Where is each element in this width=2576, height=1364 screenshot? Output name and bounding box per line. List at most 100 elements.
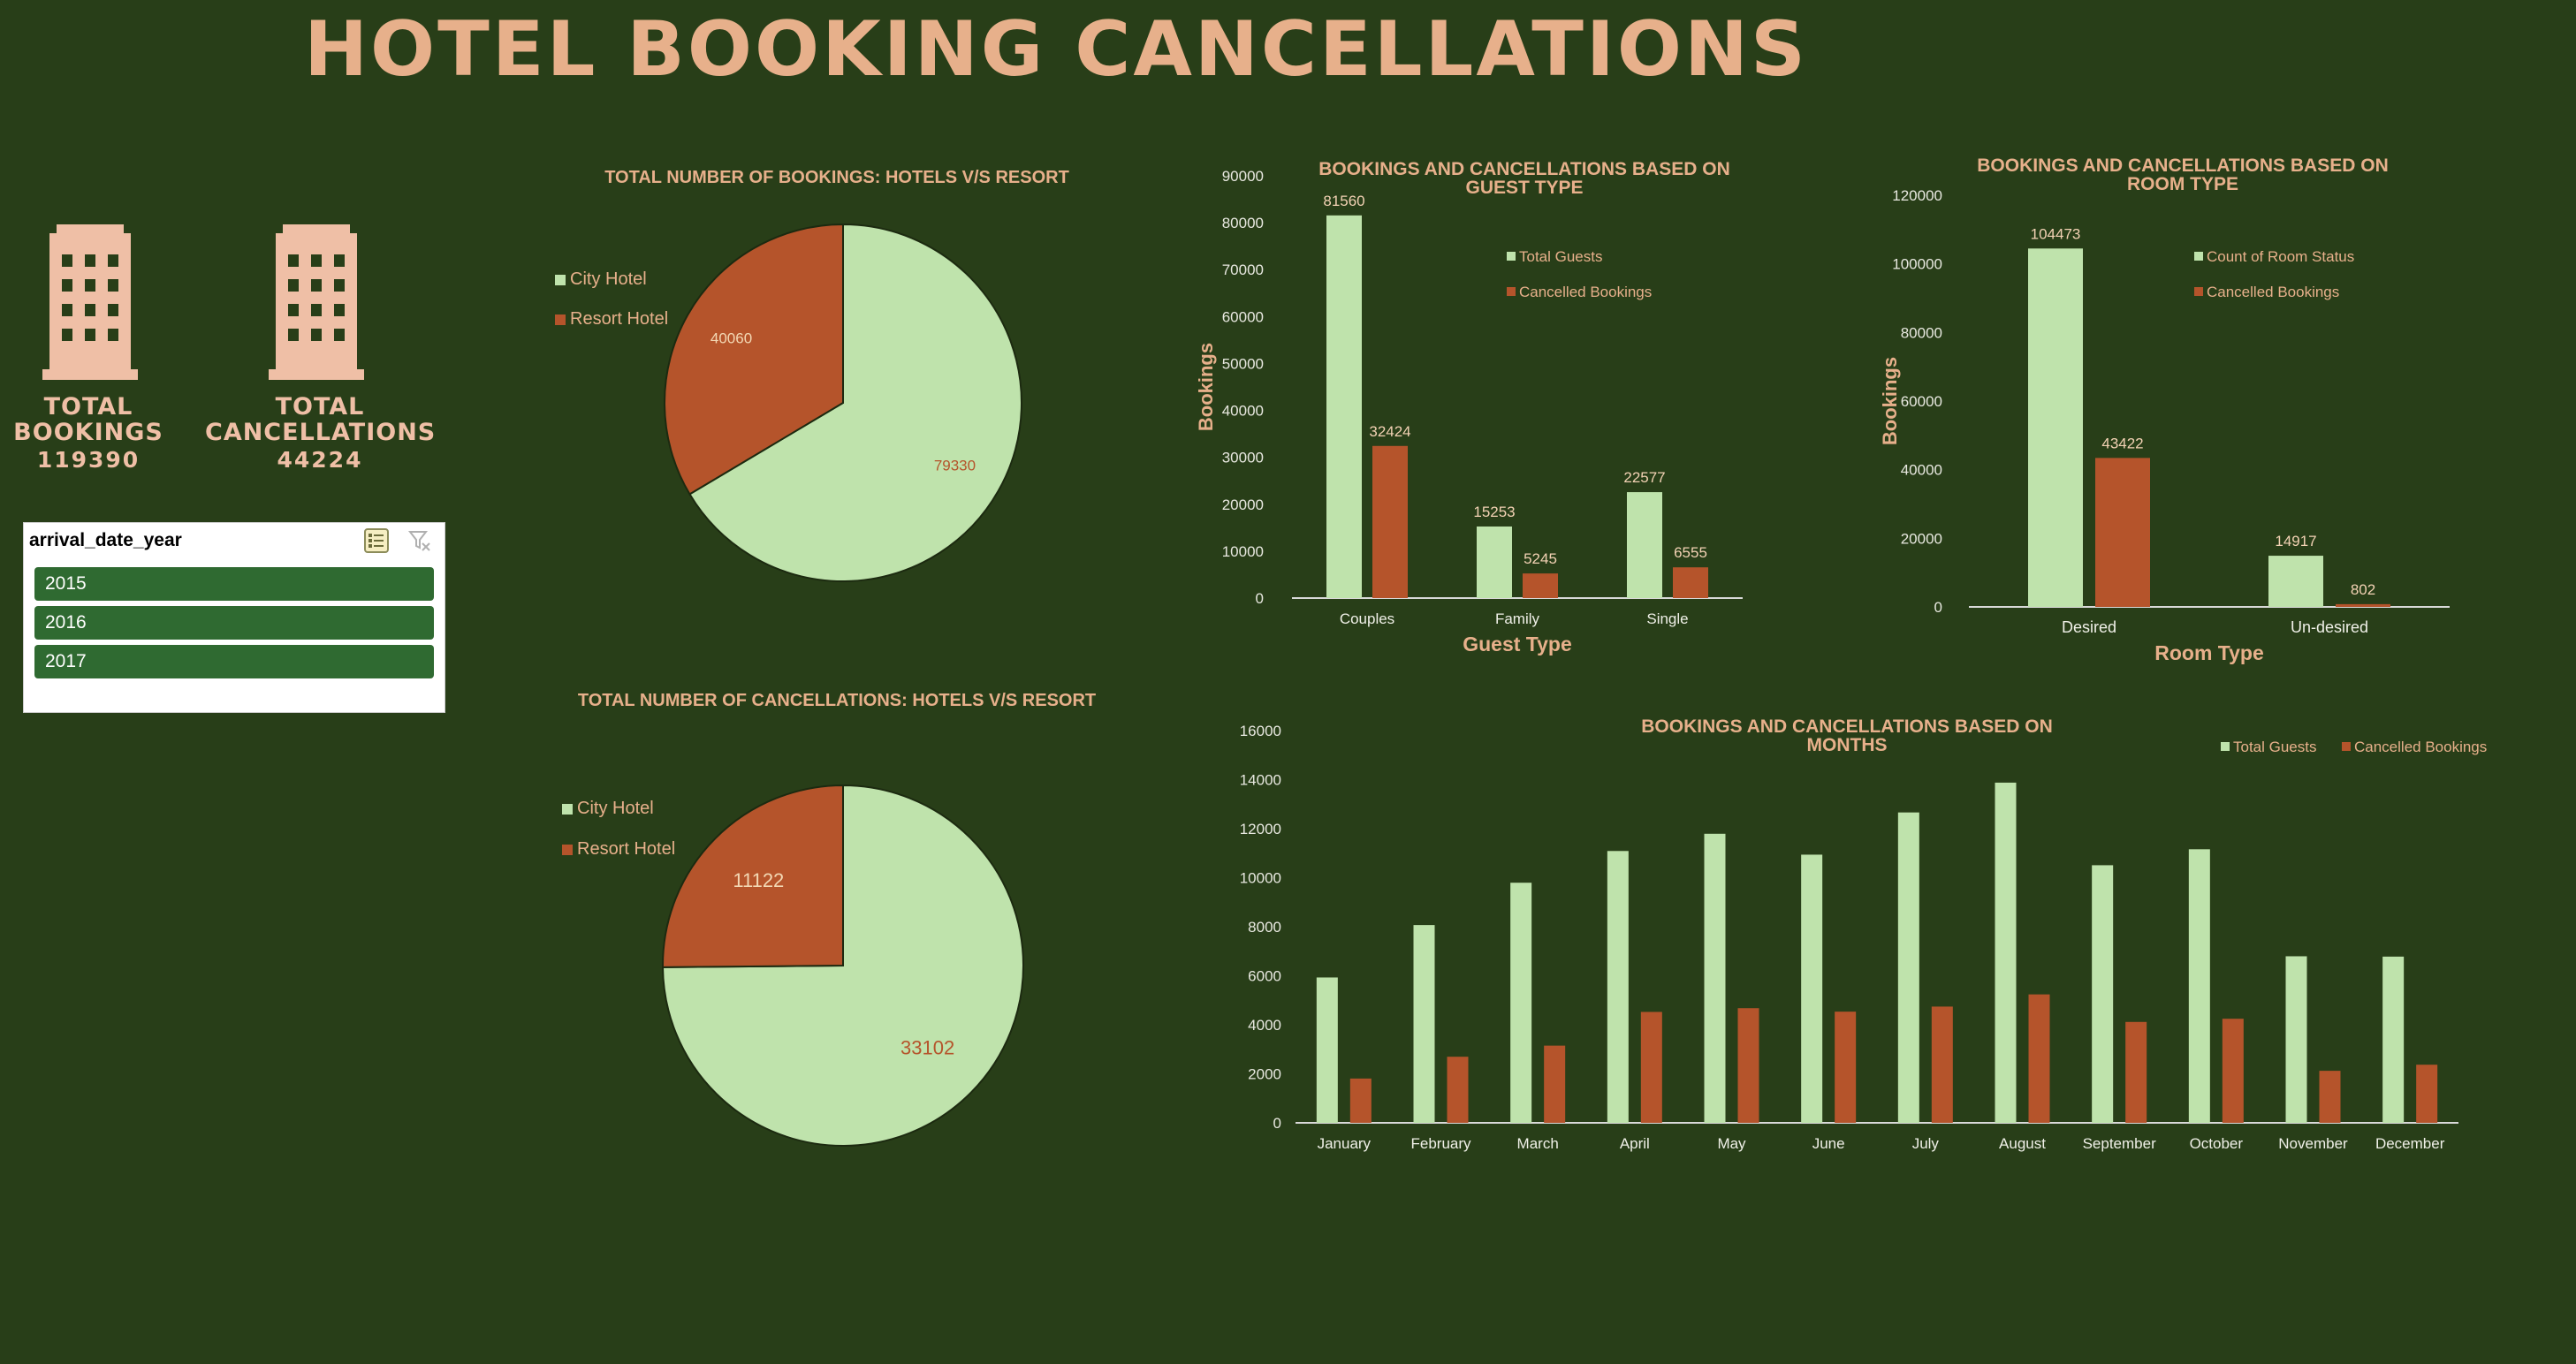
- data-label: 11122: [733, 869, 784, 891]
- y-tick-label: 10000: [1222, 543, 1264, 560]
- y-tick-label: 100000: [1892, 256, 1942, 273]
- bar: [1326, 215, 1362, 598]
- y-tick-label: 40000: [1222, 403, 1264, 420]
- bar: [2268, 556, 2323, 607]
- data-label: 40060: [710, 330, 752, 347]
- total-cancellations-value: 44224: [277, 447, 363, 473]
- dashboard-title: HOTEL BOOKING CANCELLATIONS: [304, 5, 1808, 94]
- bar: [1931, 1006, 1953, 1123]
- y-tick-label: 0: [1273, 1115, 1281, 1132]
- y-tick-label: 70000: [1222, 261, 1264, 278]
- legend-swatch: [562, 845, 573, 855]
- multi-select-icon[interactable]: [364, 528, 389, 553]
- data-label: 81560: [1323, 193, 1364, 209]
- legend-swatch: [555, 314, 566, 325]
- legend-label: Total Guests: [2233, 739, 2317, 755]
- chart-title: TOTAL NUMBER OF BOOKINGS: HOTELS V/S RES…: [604, 168, 1069, 187]
- bar: [1447, 1057, 1469, 1123]
- kpi-label: TOTAL: [275, 393, 365, 421]
- bar: [1316, 977, 1338, 1123]
- bar: [1640, 1012, 1662, 1123]
- total-bookings-kpi: TOTAL BOOKINGS 119390: [0, 394, 177, 473]
- y-tick-label: 10000: [1240, 870, 1281, 887]
- x-tick-label: July: [1912, 1135, 1940, 1152]
- y-tick-label: 20000: [1222, 496, 1264, 513]
- legend-swatch: [1507, 252, 1516, 261]
- bar: [1704, 833, 1726, 1123]
- legend-swatch: [562, 804, 573, 815]
- x-tick-label: Single: [1646, 610, 1688, 627]
- slicer-item-2017[interactable]: 2017: [34, 645, 434, 678]
- x-axis-title: Guest Type: [1463, 633, 1572, 655]
- x-tick-label: January: [1318, 1135, 1372, 1152]
- chart-title: BOOKINGS AND CANCELLATIONS BASED ON: [1977, 155, 2389, 176]
- kpi-label: TOTAL: [43, 393, 133, 421]
- bar: [1801, 854, 1823, 1123]
- y-tick-label: 12000: [1240, 821, 1281, 837]
- kpi-label: BOOKINGS: [13, 419, 163, 446]
- data-label: 43422: [2101, 435, 2143, 451]
- pie-cancellations-chart: TOTAL NUMBER OF CANCELLATIONS: HOTELS V/…: [562, 691, 1096, 1147]
- slicer-item-2016[interactable]: 2016: [34, 606, 434, 640]
- pie-slice: [688, 223, 1022, 582]
- data-label: 104473: [2031, 225, 2081, 242]
- y-tick-label: 30000: [1222, 450, 1264, 466]
- bar: [2336, 603, 2390, 607]
- building-icon: [269, 224, 364, 380]
- bar: [1627, 492, 1662, 598]
- x-tick-label: November: [2278, 1135, 2348, 1152]
- x-tick-label: December: [2375, 1135, 2445, 1152]
- year-slicer: arrival_date_year 2015 2016 2017: [23, 522, 445, 713]
- y-tick-label: 4000: [1248, 1017, 1281, 1034]
- bar: [1737, 1008, 1759, 1123]
- slicer-item-2015[interactable]: 2015: [34, 567, 434, 601]
- x-tick-label: Family: [1495, 610, 1540, 627]
- x-tick-label: August: [1999, 1135, 2046, 1152]
- pie-bookings-chart: TOTAL NUMBER OF BOOKINGS: HOTELS V/S RES…: [555, 168, 1069, 582]
- y-tick-label: 0: [1256, 590, 1264, 607]
- y-axis-title: Bookings: [1879, 357, 1901, 445]
- y-tick-label: 20000: [1901, 530, 1942, 547]
- bar: [1673, 567, 1708, 598]
- x-tick-label: Un-desired: [2291, 618, 2368, 636]
- legend-swatch: [2221, 742, 2230, 751]
- y-tick-label: 60000: [1222, 308, 1264, 325]
- data-label: 79330: [934, 457, 976, 474]
- slicer-header: arrival_date_year: [29, 530, 182, 550]
- bar: [2092, 865, 2114, 1123]
- clear-filter-icon[interactable]: [407, 528, 432, 553]
- chart-title: BOOKINGS AND CANCELLATIONS BASED ON: [1641, 716, 2053, 737]
- legend-swatch: [555, 275, 566, 285]
- y-tick-label: 80000: [1222, 215, 1264, 231]
- y-tick-label: 6000: [1248, 968, 1281, 985]
- pie-slice: [662, 784, 844, 968]
- x-tick-label: Desired: [2062, 618, 2116, 636]
- chart-title: TOTAL NUMBER OF CANCELLATIONS: HOTELS V/…: [578, 691, 1096, 710]
- legend-swatch: [1507, 287, 1516, 296]
- total-bookings-value: 119390: [36, 447, 141, 473]
- x-tick-label: April: [1620, 1135, 1650, 1152]
- data-label: 33102: [900, 1037, 954, 1059]
- x-tick-label: September: [2083, 1135, 2156, 1152]
- pie-slice: [664, 223, 844, 496]
- bar: [1477, 526, 1512, 598]
- building-icon: [42, 224, 138, 380]
- legend-label: City Hotel: [577, 799, 654, 818]
- y-tick-label: 40000: [1901, 462, 1942, 479]
- data-label: 6555: [1674, 544, 1707, 561]
- bar: [1897, 812, 1919, 1123]
- legend-label: Cancelled Bookings: [2207, 284, 2339, 300]
- legend-label: Cancelled Bookings: [1519, 284, 1652, 300]
- y-tick-label: 8000: [1248, 919, 1281, 936]
- bar: [2416, 1065, 2438, 1123]
- legend-label: Cancelled Bookings: [2354, 739, 2487, 755]
- x-tick-label: February: [1410, 1135, 1471, 1152]
- bar: [2028, 248, 2083, 607]
- x-tick-label: March: [1517, 1135, 1559, 1152]
- bar: [2125, 1021, 2147, 1123]
- y-tick-label: 14000: [1240, 772, 1281, 789]
- bar-room-type-chart: BOOKINGS AND CANCELLATIONS BASED ONROOM …: [1879, 155, 2450, 664]
- legend-swatch: [2194, 252, 2203, 261]
- chart-title: MONTHS: [1807, 735, 1888, 755]
- x-tick-label: Couples: [1340, 610, 1394, 627]
